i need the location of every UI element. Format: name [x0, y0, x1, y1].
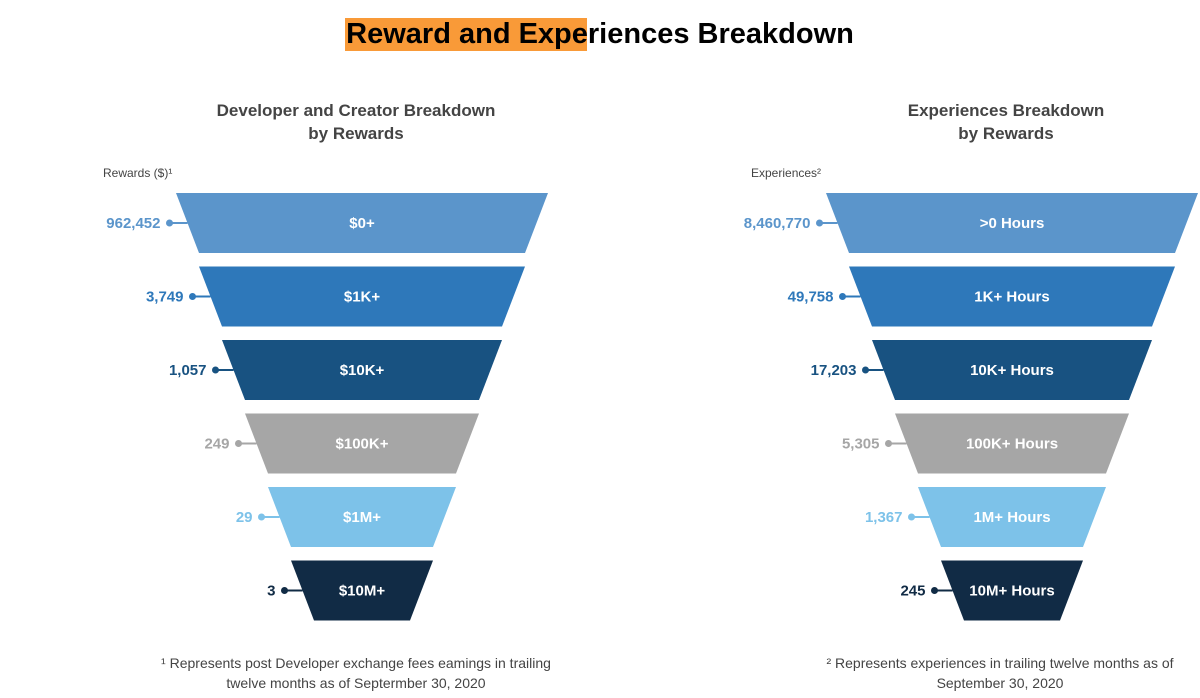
funnel-segment [849, 266, 1175, 327]
value-label: 49,758 [788, 289, 834, 306]
funnel-segment [291, 560, 433, 621]
segment-label: 1K+ Hours [974, 289, 1049, 306]
value-label: 5,305 [842, 436, 880, 453]
value-label: 1,367 [865, 509, 903, 526]
connector-dot [281, 587, 288, 594]
value-label: 29 [236, 509, 253, 526]
connector-dot [189, 293, 196, 300]
segment-label: $10K+ [340, 362, 385, 379]
connector-dot [885, 440, 892, 447]
connector-dot [931, 587, 938, 594]
funnel-segment [268, 487, 456, 547]
value-label: 3,749 [146, 289, 184, 306]
value-label: 3 [267, 583, 275, 600]
segment-label: $0+ [349, 215, 375, 232]
axis-label: Experiences² [751, 166, 821, 180]
funnel-segment [222, 340, 502, 400]
segment-label: $100K+ [336, 436, 389, 453]
footnote-line: ¹ Represents post Developer exchange fee… [161, 655, 551, 671]
page-title-text: Reward and Experiences Breakdown [345, 18, 855, 51]
segment-label: 10K+ Hours [970, 362, 1054, 379]
segment-label: $1K+ [344, 289, 381, 306]
funnel-segment [941, 560, 1083, 621]
funnel-segment [895, 413, 1129, 474]
chart-title-line: by Rewards [958, 124, 1053, 143]
value-label: 17,203 [811, 362, 857, 379]
footnote-line: ² Represents experiences in trailing twe… [826, 655, 1173, 671]
funnel-segment [176, 193, 548, 253]
footnote-line: twelve months as of Septermber 30, 2020 [226, 675, 485, 691]
chart-title-line: by Rewards [308, 124, 403, 143]
connector-dot [862, 366, 869, 374]
funnel-segment [872, 340, 1152, 400]
connector-dot [166, 219, 173, 227]
connector-dot [816, 219, 823, 227]
funnel-segment [918, 487, 1106, 547]
connector-dot [212, 366, 219, 374]
segment-label: >0 Hours [980, 215, 1045, 232]
segment-label: $1M+ [343, 509, 381, 526]
value-label: 1,057 [169, 362, 207, 379]
connector-dot [235, 440, 242, 447]
funnel-segment [826, 193, 1198, 253]
value-label: 245 [900, 583, 925, 600]
funnel-segment [245, 413, 479, 474]
segment-label: 1M+ Hours [973, 509, 1050, 526]
value-label: 249 [204, 436, 229, 453]
segment-label: 10M+ Hours [969, 583, 1054, 600]
connector-dot [908, 513, 915, 521]
chart-title-line: Developer and Creator Breakdown [217, 101, 496, 120]
axis-label: Rewards ($)¹ [103, 166, 172, 180]
chart-title-line: Experiences Breakdown [908, 101, 1105, 120]
value-label: 962,452 [106, 215, 160, 232]
segment-label: $10M+ [339, 583, 386, 600]
funnel-segment [199, 266, 525, 327]
value-label: 8,460,770 [744, 215, 811, 232]
footnote-line: September 30, 2020 [937, 675, 1064, 691]
connector-dot [258, 513, 265, 521]
segment-label: 100K+ Hours [966, 436, 1058, 453]
page-title: Reward and Experiences Breakdown [0, 18, 1200, 51]
connector-dot [839, 293, 846, 300]
